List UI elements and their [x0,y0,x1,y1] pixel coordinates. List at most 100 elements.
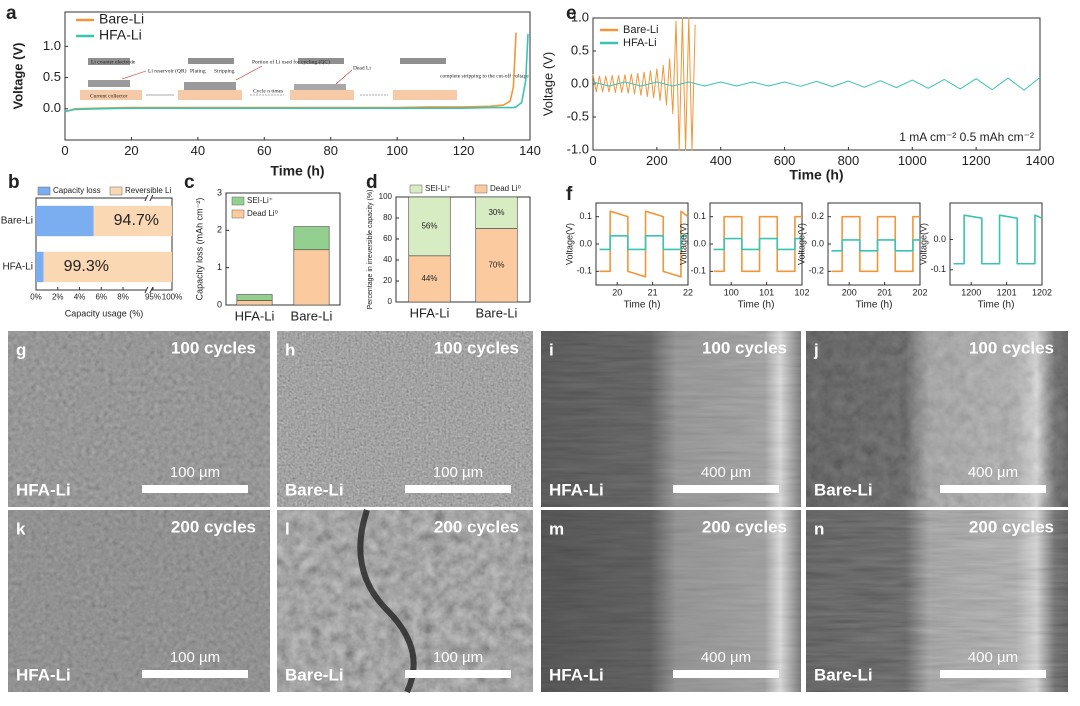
plot-frame [225,192,341,306]
scale-label: 400 µm [968,464,1018,481]
value-label: 99.3% [64,258,109,275]
panel-letter: a [6,3,17,24]
legend-label: SEI-Li⁺ [425,184,451,193]
x-tick-label: 200 [646,153,668,168]
collector [80,90,142,100]
sem-sample: HFA-Li [549,665,604,684]
sem-cycles: 200 cycles [702,517,787,536]
legend-swatch [109,186,123,196]
y-tick-label: -0.2 [808,266,824,276]
scale-bar [405,485,511,493]
scale-bar [673,485,779,493]
scale-label: 100 µm [170,649,220,666]
x-tick-label: Bare-Li [476,305,518,320]
break-mark [144,286,149,294]
sem-cycles: 100 cycles [969,338,1054,357]
bar-segment [236,294,273,301]
panel-letter: d [366,172,378,193]
legend-label: Bare-Li [623,24,658,36]
y-axis-label: Voltage (V) [10,43,25,110]
series-line [64,33,529,113]
crack [357,509,417,694]
panel-letter: e [566,3,577,24]
scale-label: 100 µm [433,649,483,666]
y-tick-label: 0.2 [811,211,824,221]
x-tick-label: 60 [257,143,271,158]
value-label: 44% [421,274,437,283]
y-tick-label: -0.1 [576,266,592,276]
sem-texture [8,331,270,507]
x-tick-label: 120 [453,143,475,158]
sem-cycles: 200 cycles [969,517,1054,536]
break-mark [149,286,154,294]
sem-letter: k [16,519,26,538]
bar-segment [408,255,451,303]
inset-label: Plating [190,68,206,74]
value-label: 30% [488,208,504,217]
legend-swatch [37,186,51,196]
x-tick-label: 140 [519,143,541,158]
sem-texture [541,331,801,507]
x-tick-label: 2% [52,292,64,301]
y-tick-label: 0 [217,299,222,309]
x-tick-label: 0 [61,143,68,158]
plot-frame [64,11,531,141]
x-axis-label: Time (h) [270,163,324,179]
x-tick-label: 200 [842,287,857,297]
x-tick-label: 100 [724,287,739,297]
sem-image [277,331,533,507]
scale-bar [142,670,248,678]
inset-label: Stripping [214,68,235,74]
y-axis-label: Voltage(V) [918,223,928,265]
legend-label: Capacity loss [53,186,101,195]
y-tick-label: 80 [383,213,392,222]
sem-letter: g [16,340,26,359]
bar-segment [36,205,94,237]
scale-label: 100 µm [433,464,483,481]
y-axis-label: Capacity loss (mAh cm⁻²) [194,198,204,301]
inset-label: Dead Li [353,65,371,71]
sem-sample: Bare-Li [814,665,873,684]
axis-break [146,197,151,291]
x-tick-label: 1200 [961,287,981,297]
sem-sample: Bare-Li [814,480,873,499]
series-line [64,32,517,113]
electrode [400,58,446,64]
series-line [953,214,1043,265]
legend-label: Bare-Li [99,11,144,27]
y-tick-label: 0.1 [579,211,592,221]
legend-label: HFA-Li [623,37,657,49]
electrode [88,58,130,65]
sem-texture [541,510,801,692]
bar-segment [43,251,173,283]
electrode [188,58,234,64]
series-line [831,215,920,273]
x-tick-label: HFA-Li [235,308,275,323]
y-tick-label: -0.1 [930,264,946,274]
y-tick-label: 2 [217,225,222,235]
x-tick-label: 1000 [898,153,927,168]
y-axis-label: Voltage(V) [678,223,688,265]
value-label: 94.7% [114,212,159,229]
y-tick-label: 60 [383,234,392,243]
x-tick-label: 1202 [1032,287,1052,297]
sem-letter: h [285,340,295,359]
inset-label: Li reservoir (QR) [148,67,187,74]
x-tick-label: 100 [386,143,408,158]
y-tick-label: 0.0 [571,75,589,90]
x-tick-label: 22 [683,287,693,297]
x-tick-label: 400 [710,153,732,168]
x-axis-label: Time (h) [856,300,893,311]
plot-frame [395,196,531,303]
scale-label: 400 µm [701,649,751,666]
x-tick-label: 40 [191,143,205,158]
scale-bar [405,670,511,678]
x-tick-label: 6% [95,292,107,301]
scale-bar [673,670,779,678]
sem-texture [8,510,270,692]
x-tick-label: 1201 [997,287,1017,297]
y-tick-label: 20 [383,276,392,285]
series-line [599,210,689,278]
sem-sample: HFA-Li [16,665,71,684]
y-tick-label: -0.1 [690,266,706,276]
